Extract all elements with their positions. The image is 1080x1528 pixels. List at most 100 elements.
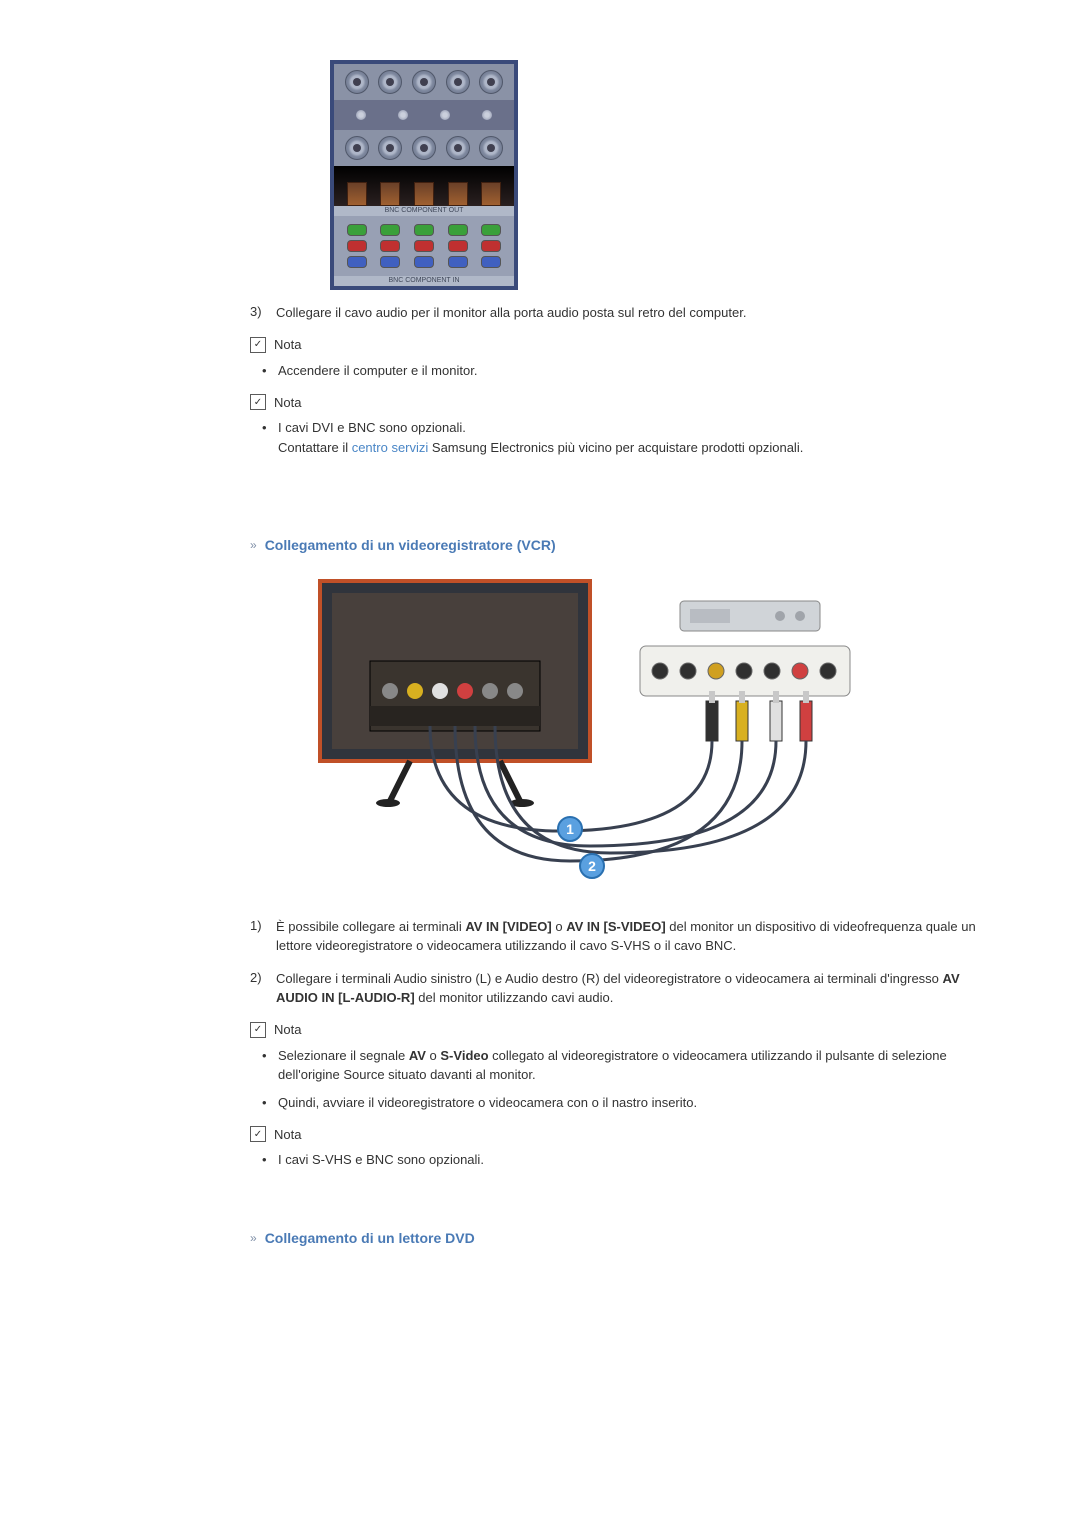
- bullet-item: • I cavi DVI e BNC sono opzionali. Conta…: [262, 418, 990, 457]
- text-segment: o: [552, 919, 566, 934]
- check-icon: ✓: [250, 337, 266, 353]
- check-icon: ✓: [250, 1126, 266, 1142]
- color-port: [414, 224, 434, 236]
- rca-jack: [652, 663, 668, 679]
- bnc-port: [345, 136, 369, 160]
- cable-plug: [770, 701, 782, 741]
- item-text: Collegare i terminali Audio sinistro (L)…: [276, 970, 990, 1008]
- bullet-item: • I cavi S-VHS e BNC sono opzionali.: [262, 1150, 990, 1170]
- screw-row: [334, 100, 514, 130]
- check-icon: ✓: [250, 394, 266, 410]
- bullet-text: Quindi, avviare il videoregistratore o v…: [278, 1093, 990, 1113]
- bullet-text: I cavi S-VHS e BNC sono opzionali.: [278, 1150, 990, 1170]
- color-port: [448, 224, 468, 236]
- color-port: [481, 224, 501, 236]
- color-port: [448, 256, 468, 268]
- color-port: [347, 256, 367, 268]
- item-number: 1): [250, 918, 276, 956]
- bnc-port: [479, 136, 503, 160]
- cable-plug: [736, 701, 748, 741]
- bullet-marker: •: [262, 418, 278, 457]
- nota-label: Nota: [274, 1127, 301, 1142]
- divider-band: [334, 166, 514, 206]
- monitor-port-cluster: [370, 661, 540, 731]
- section-title: Collegamento di un lettore DVD: [265, 1230, 475, 1246]
- nota-label: Nota: [274, 337, 301, 352]
- callout-1: 1: [558, 817, 582, 841]
- check-icon: ✓: [250, 1022, 266, 1038]
- nota-heading: ✓ Nota: [250, 337, 990, 353]
- bullet-marker: •: [262, 1093, 278, 1113]
- text-segment: o: [426, 1048, 440, 1063]
- color-port: [380, 256, 400, 268]
- numbered-item: 2) Collegare i terminali Audio sinistro …: [250, 970, 990, 1008]
- callout-2: 2: [580, 854, 604, 878]
- vcr-diagram: 1 2: [310, 571, 860, 904]
- nota-heading: ✓ Nota: [250, 1126, 990, 1142]
- arrow-icon: »: [250, 538, 257, 552]
- item-number: 3): [250, 304, 276, 323]
- color-port: [481, 240, 501, 252]
- numbered-item: 1) È possibile collegare ai terminali AV…: [250, 918, 990, 956]
- bullet-text: Selezionare il segnale AV o S-Video coll…: [278, 1046, 990, 1085]
- vcr-svg: 1 2: [310, 571, 860, 901]
- bnc-port: [378, 136, 402, 160]
- section-heading-dvd: » Collegamento di un lettore DVD: [250, 1230, 990, 1246]
- arrow-icon: »: [250, 1231, 257, 1245]
- bold-text: AV IN [VIDEO]: [465, 919, 551, 934]
- item-text: Collegare il cavo audio per il monitor a…: [276, 304, 990, 323]
- page-root: BNC COMPONENT OUT BNC COMPONENT IN 3) Co…: [0, 0, 1080, 1464]
- bnc-port: [412, 136, 436, 160]
- cable-plug: [706, 701, 718, 741]
- bnc-port: [446, 70, 470, 94]
- bold-text: AV: [409, 1048, 426, 1063]
- item-text: È possibile collegare ai terminali AV IN…: [276, 918, 990, 956]
- numbered-item: 3) Collegare il cavo audio per il monito…: [250, 304, 990, 323]
- text-segment: È possibile collegare ai terminali: [276, 919, 465, 934]
- nota-label: Nota: [274, 1022, 301, 1037]
- bold-text: S-Video: [440, 1048, 488, 1063]
- bnc-port: [412, 70, 436, 94]
- bullet-item: • Accendere il computer e il monitor.: [262, 361, 990, 381]
- bullet-marker: •: [262, 1150, 278, 1170]
- rca-jack: [820, 663, 836, 679]
- label-strip-bottom: BNC COMPONENT IN: [334, 276, 514, 286]
- bnc-port: [446, 136, 470, 160]
- port-row-bottom: [334, 130, 514, 166]
- label-strip-top: BNC COMPONENT OUT: [334, 206, 514, 216]
- bullet-item: • Quindi, avviare il videoregistratore o…: [262, 1093, 990, 1113]
- rca-jack: [680, 663, 696, 679]
- bullet-marker: •: [262, 1046, 278, 1085]
- color-port: [414, 256, 434, 268]
- text-segment: Collegare i terminali Audio sinistro (L)…: [276, 971, 943, 986]
- section-title: Collegamento di un videoregistratore (VC…: [265, 537, 556, 553]
- rca-jack: [736, 663, 752, 679]
- rca-jack: [764, 663, 780, 679]
- section-heading-vcr: » Collegamento di un videoregistratore (…: [250, 537, 990, 553]
- color-port: [481, 256, 501, 268]
- port-row-top: [334, 64, 514, 100]
- connector-grid: [334, 216, 514, 276]
- bullet-text: Accendere il computer e il monitor.: [278, 361, 990, 381]
- text-segment: del monitor utilizzando cavi audio.: [415, 990, 614, 1005]
- bullet-marker: •: [262, 361, 278, 381]
- bnc-port: [378, 70, 402, 94]
- nota-heading: ✓ Nota: [250, 394, 990, 410]
- rca-jack: [708, 663, 724, 679]
- color-port: [414, 240, 434, 252]
- bullet-item: • Selezionare il segnale AV o S-Video co…: [262, 1046, 990, 1085]
- bnc-port: [345, 70, 369, 94]
- bullet-text: I cavi DVI e BNC sono opzionali. Contatt…: [278, 418, 990, 457]
- bnc-port: [479, 70, 503, 94]
- nota-heading: ✓ Nota: [250, 1022, 990, 1038]
- text-segment: Selezionare il segnale: [278, 1048, 409, 1063]
- content-column: BNC COMPONENT OUT BNC COMPONENT IN 3) Co…: [250, 60, 990, 1246]
- color-port: [380, 224, 400, 236]
- svg-text:2: 2: [588, 858, 596, 874]
- rca-jack: [792, 663, 808, 679]
- port-panel-illustration: BNC COMPONENT OUT BNC COMPONENT IN: [330, 60, 518, 290]
- nota-label: Nota: [274, 395, 301, 410]
- service-center-link[interactable]: centro servizi: [352, 440, 429, 455]
- cable-plug: [800, 701, 812, 741]
- text-segment: Contattare il: [278, 440, 352, 455]
